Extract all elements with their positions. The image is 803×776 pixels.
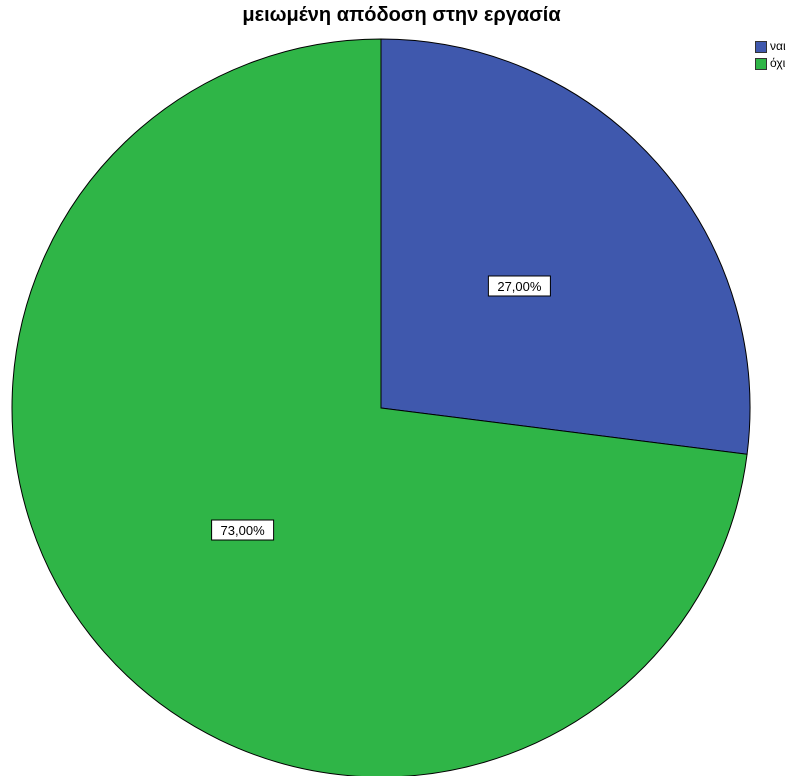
- legend-swatch-0: [755, 40, 767, 53]
- chart-title: μειωμένη απόδοση στην εργασία: [242, 4, 561, 26]
- legend-item-0: ναι: [755, 39, 786, 54]
- pie-slice-0: [380, 38, 751, 455]
- legend-label-0: ναι: [770, 39, 786, 53]
- pie-slice-1: [11, 38, 748, 776]
- pie-slices: [11, 38, 751, 776]
- pie-label-text-0: 27,00%: [497, 279, 542, 294]
- pie-label-1: 73,00%: [211, 519, 275, 541]
- legend-label-1: όχι: [770, 56, 786, 70]
- pie-label-0: 27,00%: [487, 275, 551, 297]
- legend-item-1: όχι: [755, 56, 786, 71]
- pie-label-box-0: [487, 275, 551, 297]
- pie-labels: 27,00% 73,00%: [211, 275, 551, 541]
- legend-swatch-1: [755, 57, 767, 70]
- pie-label-text-1: 73,00%: [221, 523, 266, 538]
- pie-label-box-1: [211, 519, 275, 541]
- legend: ναι όχι: [755, 39, 786, 73]
